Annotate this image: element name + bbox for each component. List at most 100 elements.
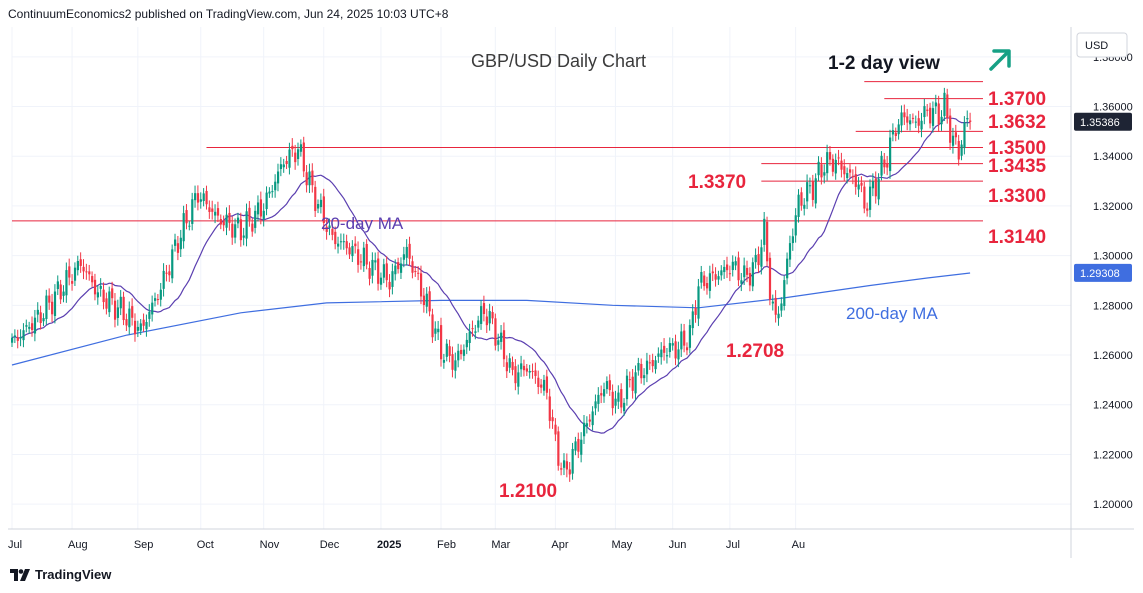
candle-body: [65, 270, 68, 296]
candle-body: [828, 152, 832, 160]
candle-body: [242, 235, 245, 238]
candle-body: [125, 319, 128, 326]
candle-body: [671, 343, 674, 346]
candle-body: [379, 277, 383, 285]
candle-body: [657, 353, 660, 357]
y-tick-label: 1.32000: [1093, 201, 1133, 213]
candle-body: [625, 375, 629, 400]
candle-body: [480, 306, 483, 324]
candle-body: [391, 271, 394, 287]
currency-button[interactable]: [1076, 32, 1128, 58]
candle-body: [265, 192, 268, 210]
candle-body: [514, 366, 517, 384]
candle-body: [788, 243, 792, 260]
candle-body: [262, 210, 265, 219]
candle-body: [108, 291, 111, 313]
ma200-price-badge: [1074, 263, 1132, 282]
chart-subtitle: 1-2 day view: [828, 53, 940, 74]
candle-body: [196, 193, 200, 203]
candle-body: [551, 417, 554, 422]
last-price-label: 1.35386: [1080, 117, 1120, 129]
candle-body: [394, 265, 397, 275]
candle-body: [717, 276, 720, 280]
candle-body: [743, 265, 746, 278]
candle-body: [823, 172, 826, 176]
candle-body: [219, 219, 222, 225]
candle-body: [205, 190, 208, 205]
candle-body: [874, 178, 877, 197]
candle-body: [171, 249, 174, 279]
footer[interactable]: TradingView: [10, 567, 111, 582]
candle-body: [276, 171, 280, 184]
candle-body: [462, 349, 466, 356]
candle-body: [522, 365, 526, 371]
candle-body: [957, 140, 960, 160]
candle-body: [234, 224, 237, 238]
candle-body: [448, 346, 451, 356]
candle-body: [608, 380, 611, 391]
candle-body: [299, 144, 303, 152]
candle-body: [648, 362, 651, 364]
candle-body: [377, 258, 380, 284]
candle-body: [256, 202, 260, 215]
candle-body: [351, 246, 354, 257]
candle-body: [737, 257, 740, 281]
candle-body: [488, 311, 491, 324]
candle-body: [500, 332, 503, 342]
candle-body: [731, 261, 734, 271]
candlestick-chart[interactable]: 1.380001.360001.340001.320001.300001.280…: [8, 27, 1134, 558]
candle-body: [826, 152, 829, 174]
candle-body: [763, 218, 766, 245]
candle-body: [19, 337, 22, 339]
candle-body: [565, 461, 569, 470]
candle-body: [797, 194, 800, 217]
candle-body: [623, 402, 626, 412]
candle-body: [442, 359, 446, 363]
candle-body: [720, 270, 723, 276]
candle-body: [894, 132, 897, 137]
candle-body: [148, 311, 151, 319]
candle-body: [508, 358, 511, 368]
candle-body: [768, 257, 772, 300]
y-tick-label: 1.20000: [1093, 499, 1133, 511]
candle-body: [614, 398, 617, 406]
footer-brand: TradingView: [35, 567, 112, 582]
candle-body: [740, 280, 743, 284]
chart-title: GBP/USD Daily Chart: [471, 51, 646, 71]
candle-body: [911, 117, 915, 119]
candle-body: [422, 295, 426, 306]
candle-body: [414, 270, 417, 272]
candle-body: [68, 266, 71, 278]
candle-body: [28, 326, 31, 329]
x-tick-label: 2025: [377, 539, 401, 551]
candle-body: [917, 118, 920, 126]
candle-body: [517, 372, 520, 387]
candle-body: [886, 163, 889, 168]
x-tick-label: Sep: [134, 539, 154, 551]
candle-body: [708, 273, 712, 291]
candle-body: [168, 271, 171, 276]
candle-body: [726, 264, 729, 271]
candle-body: [711, 271, 714, 274]
candle-body: [297, 149, 300, 160]
candle-body: [151, 302, 154, 315]
candle-body: [85, 271, 88, 273]
candle-body: [748, 273, 752, 286]
candle-body: [325, 226, 328, 232]
candle-body: [465, 339, 468, 348]
candle-body: [328, 225, 331, 229]
candle-body: [891, 130, 895, 135]
candle-body: [651, 359, 654, 367]
candle-body: [577, 438, 580, 452]
candle-body: [231, 223, 234, 238]
candle-body: [45, 295, 48, 319]
candles: [11, 87, 972, 482]
candle-body: [940, 116, 943, 125]
candle-body: [431, 314, 434, 338]
candle-body: [142, 319, 145, 326]
candle-body: [926, 109, 929, 111]
candle-body: [59, 284, 62, 300]
chart-area[interactable]: 1.38000 1.36000 1.34000 1.32000 1.30000 1.280…: [8, 27, 1134, 558]
candle-body: [548, 396, 551, 421]
